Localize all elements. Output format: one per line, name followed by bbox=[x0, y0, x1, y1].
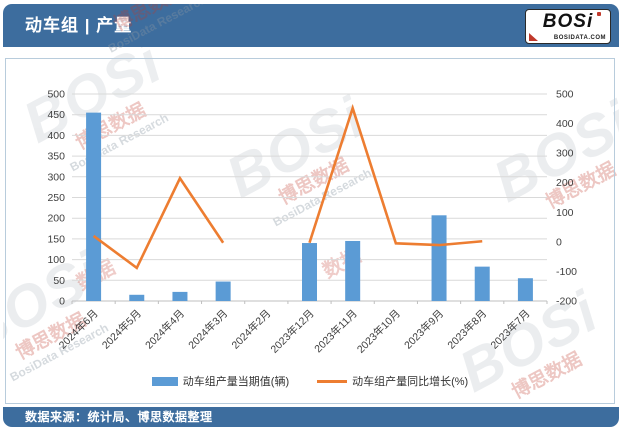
legend-label-bar: 动车组产量当期值(辆) bbox=[182, 376, 290, 388]
legend: 动车组产量当期值(辆) 动车组产量同比增长(%) bbox=[6, 373, 614, 389]
svg-text:2023年8月: 2023年8月 bbox=[445, 307, 490, 352]
svg-text:2023年9月: 2023年9月 bbox=[401, 307, 446, 352]
bar-series-swatch-icon bbox=[151, 376, 178, 386]
svg-text:200: 200 bbox=[47, 213, 65, 225]
svg-text:0: 0 bbox=[59, 296, 65, 308]
svg-text:2024年3月: 2024年3月 bbox=[186, 307, 231, 352]
svg-text:500: 500 bbox=[556, 89, 574, 101]
svg-text:2023年12月: 2023年12月 bbox=[268, 307, 317, 356]
svg-text:300: 300 bbox=[47, 171, 65, 183]
svg-text:2024年4月: 2024年4月 bbox=[142, 307, 187, 352]
svg-text:2024年2月: 2024年2月 bbox=[229, 307, 274, 352]
svg-text:500: 500 bbox=[47, 89, 65, 101]
header: 动车组 | 产量 BOSi BOSIDATA.COM bbox=[3, 4, 619, 47]
logo-triangle-icon bbox=[529, 33, 538, 41]
chart-card: 0 50 100 150 200 250 300 350 400 450 500 -200 -100 0 1… bbox=[5, 58, 615, 404]
svg-text:400: 400 bbox=[47, 130, 65, 142]
svg-text:400: 400 bbox=[556, 118, 574, 130]
svg-text:-100: -100 bbox=[556, 266, 577, 278]
svg-text:100: 100 bbox=[556, 207, 574, 219]
svg-text:2024年6月: 2024年6月 bbox=[56, 307, 101, 352]
chart-body: BOSi 博思数据 BosiData Research BOSi 博思数据 Bo… bbox=[3, 30, 619, 407]
svg-text:0: 0 bbox=[556, 236, 562, 248]
svg-text:2023年11月: 2023年11月 bbox=[312, 307, 360, 355]
svg-text:2023年10月: 2023年10月 bbox=[354, 307, 403, 356]
page-title: 动车组 | 产量 bbox=[25, 16, 133, 35]
data-source-text: 数据来源：统计局、博思数据整理 bbox=[25, 410, 213, 424]
svg-text:300: 300 bbox=[556, 148, 574, 160]
svg-text:100: 100 bbox=[47, 254, 65, 266]
svg-text:-200: -200 bbox=[556, 296, 577, 308]
bosi-chart-widget: 动车组 | 产量 BOSi BOSIDATA.COM BOSi 博思数据 Bos… bbox=[3, 4, 619, 427]
logo-red-dot-icon bbox=[597, 12, 601, 16]
bosi-logo: BOSi BOSIDATA.COM bbox=[525, 9, 611, 44]
svg-text:50: 50 bbox=[53, 275, 65, 287]
combo-chart: 0 50 100 150 200 250 300 350 400 450 500 -200 -100 0 1… bbox=[47, 89, 577, 356]
footer: 数据来源：统计局、博思数据整理 bbox=[3, 407, 619, 427]
legend-label-line: 动车组产量同比增长(%) bbox=[352, 376, 469, 388]
bosi-logo-text: BOSi bbox=[542, 11, 594, 32]
line-series-swatch-icon bbox=[317, 379, 348, 383]
legend-item-line: 动车组产量同比增长(%) bbox=[317, 373, 468, 389]
svg-text:150: 150 bbox=[47, 233, 65, 245]
svg-text:2024年5月: 2024年5月 bbox=[99, 307, 144, 352]
svg-text:250: 250 bbox=[47, 192, 65, 204]
svg-text:450: 450 bbox=[47, 109, 65, 121]
svg-text:2023年7月: 2023年7月 bbox=[488, 307, 533, 352]
svg-text:350: 350 bbox=[47, 151, 65, 163]
bosi-logo-domain: BOSIDATA.COM bbox=[553, 35, 606, 41]
legend-item-bar: 动车组产量当期值(辆) bbox=[151, 373, 290, 389]
svg-text:200: 200 bbox=[556, 177, 574, 189]
